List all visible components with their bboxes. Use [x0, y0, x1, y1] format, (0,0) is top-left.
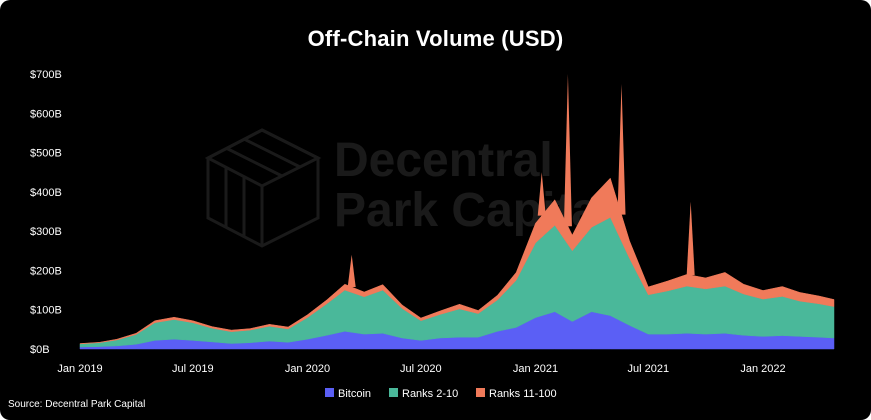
- chart-title: Off-Chain Volume (USD): [307, 26, 564, 51]
- volume-spike: [617, 83, 626, 215]
- legend-swatch: [325, 388, 334, 397]
- volume-spike: [563, 74, 572, 227]
- y-tick-label: $100B: [30, 305, 62, 317]
- x-tick-label: Jul 2020: [400, 363, 442, 375]
- x-tick-label: Jan 2021: [513, 363, 558, 375]
- y-tick-label: $700B: [30, 69, 62, 81]
- y-axis: $0B $100B $200B $300B $400B $500B $600B $700B: [30, 69, 62, 356]
- series-area-ranks-11-100: [79, 177, 835, 345]
- volume-spike: [537, 172, 546, 216]
- watermark-logo-icon: [204, 128, 322, 248]
- y-tick-label: $400B: [30, 187, 62, 199]
- y-tick-label: $200B: [30, 265, 62, 277]
- legend-label: Ranks 11-100: [489, 388, 557, 400]
- legend-swatch: [389, 388, 398, 397]
- x-tick-label: Jan 2020: [285, 363, 330, 375]
- legend-swatch: [476, 388, 485, 397]
- x-tick-label: Jul 2019: [172, 363, 214, 375]
- y-tick-label: $600B: [30, 108, 62, 120]
- volume-spike: [347, 254, 356, 287]
- legend-label: Bitcoin: [338, 388, 371, 400]
- volume-spike: [686, 201, 695, 276]
- x-tick-label: Jul 2021: [628, 363, 670, 375]
- legend: Bitcoin Ranks 2-10 Ranks 11-100: [325, 388, 557, 400]
- source-note: Source: Decentral Park Capital: [8, 399, 146, 410]
- x-tick-label: Jan 2019: [57, 363, 102, 375]
- watermark-line1: Decentral: [334, 134, 553, 187]
- y-tick-label: $0B: [30, 344, 50, 356]
- plot-areas: [79, 74, 835, 350]
- y-tick-label: $300B: [30, 226, 62, 238]
- watermark: Decentral Park Capital: [204, 128, 611, 248]
- y-tick-label: $500B: [30, 148, 62, 160]
- x-tick-label: Jan 2022: [740, 363, 785, 375]
- legend-label: Ranks 2-10: [402, 388, 458, 400]
- x-axis: Jan 2019 Jul 2019 Jan 2020 Jul 2020 Jan 2021…: [57, 363, 785, 375]
